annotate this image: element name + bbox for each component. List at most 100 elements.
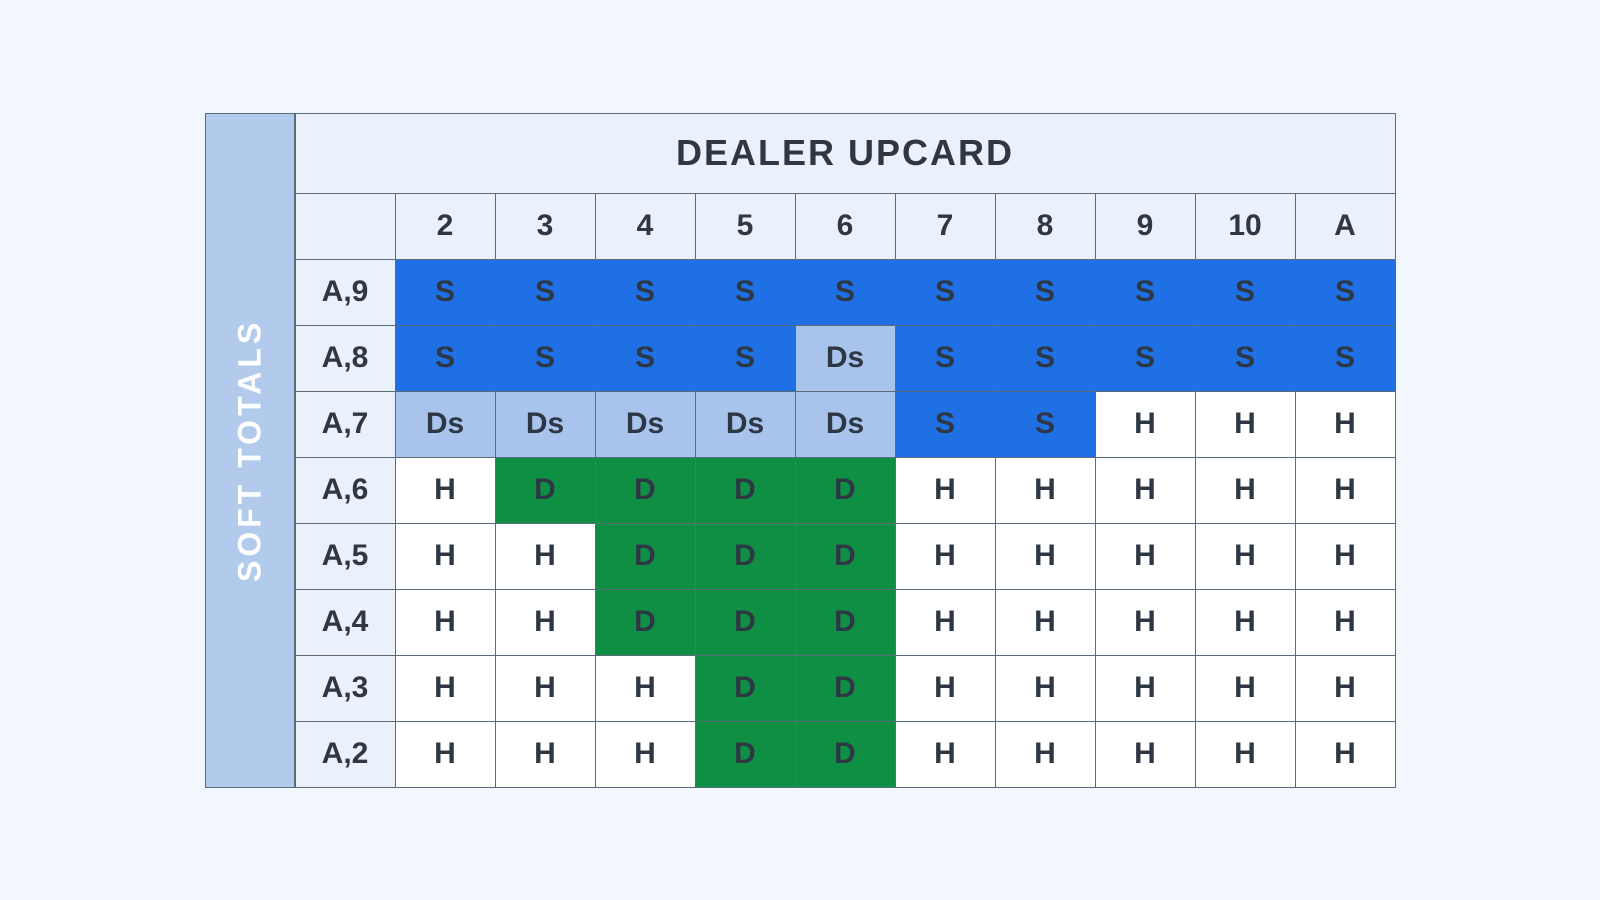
strategy-cell: H [895,721,995,787]
strategy-cell: S [495,259,595,325]
strategy-cell: H [1095,589,1195,655]
strategy-table: DEALER UPCARD2345678910AA,9SSSSSSSSSSA,8… [295,113,1396,788]
strategy-cell: S [695,259,795,325]
strategy-cell: Ds [795,391,895,457]
strategy-cell: D [795,721,895,787]
strategy-cell: H [895,589,995,655]
strategy-cell: H [1195,655,1295,721]
strategy-cell: D [695,589,795,655]
strategy-cell: H [1095,391,1195,457]
strategy-cell: S [1195,325,1295,391]
strategy-cell: D [595,523,695,589]
strategy-cell: H [1295,457,1395,523]
strategy-cell: D [795,457,895,523]
strategy-cell: H [1095,721,1195,787]
strategy-cell: H [395,721,495,787]
col-header: 7 [895,193,995,259]
strategy-cell: S [795,259,895,325]
strategy-cell: S [895,259,995,325]
strategy-cell: D [595,457,695,523]
row-label: A,8 [295,325,395,391]
strategy-cell: H [1195,589,1295,655]
row-label: A,3 [295,655,395,721]
strategy-cell: S [595,325,695,391]
strategy-cell: H [995,589,1095,655]
strategy-cell: H [995,655,1095,721]
strategy-cell: H [995,523,1095,589]
strategy-cell: H [1195,523,1295,589]
strategy-cell: H [1295,721,1395,787]
strategy-cell: H [495,721,595,787]
strategy-cell: H [395,457,495,523]
strategy-cell: H [1195,391,1295,457]
col-header: 9 [1095,193,1195,259]
strategy-cell: S [1095,325,1195,391]
strategy-cell: Ds [695,391,795,457]
strategy-cell: S [395,325,495,391]
row-label: A,9 [295,259,395,325]
strategy-cell: H [895,655,995,721]
strategy-cell: H [1195,457,1295,523]
strategy-cell: H [1295,655,1395,721]
table-title: DEALER UPCARD [295,113,1395,193]
strategy-cell: S [1295,325,1395,391]
col-header: 5 [695,193,795,259]
strategy-cell: H [1295,589,1395,655]
strategy-cell: D [695,523,795,589]
strategy-cell: H [395,655,495,721]
strategy-cell: H [995,721,1095,787]
row-label: A,7 [295,391,395,457]
strategy-cell: S [995,259,1095,325]
strategy-cell: H [1295,523,1395,589]
strategy-cell: Ds [595,391,695,457]
strategy-cell: D [495,457,595,523]
strategy-cell: S [995,391,1095,457]
strategy-cell: H [395,589,495,655]
strategy-cell: S [1195,259,1295,325]
strategy-cell: D [695,655,795,721]
strategy-cell: S [695,325,795,391]
strategy-cell: H [1095,655,1195,721]
strategy-cell: D [595,589,695,655]
strategy-cell: D [795,523,895,589]
row-label: A,5 [295,523,395,589]
strategy-cell: H [895,457,995,523]
strategy-cell: H [495,589,595,655]
strategy-cell: D [795,589,895,655]
col-header: 2 [395,193,495,259]
strategy-cell: H [1095,523,1195,589]
strategy-cell: H [495,523,595,589]
strategy-cell: H [1095,457,1195,523]
strategy-cell: H [1295,391,1395,457]
col-header: A [1295,193,1395,259]
strategy-cell: D [695,721,795,787]
col-header: 3 [495,193,595,259]
strategy-cell: H [1195,721,1295,787]
strategy-cell: Ds [795,325,895,391]
strategy-cell: S [495,325,595,391]
strategy-cell: S [395,259,495,325]
strategy-cell: H [595,655,695,721]
col-header: 8 [995,193,1095,259]
row-label: A,4 [295,589,395,655]
strategy-cell: S [895,325,995,391]
strategy-cell: H [495,655,595,721]
header-blank [295,193,395,259]
strategy-cell: D [795,655,895,721]
strategy-cell: H [595,721,695,787]
row-label: A,6 [295,457,395,523]
col-header: 4 [595,193,695,259]
strategy-cell: H [995,457,1095,523]
strategy-cell: S [1095,259,1195,325]
col-header: 6 [795,193,895,259]
strategy-cell: Ds [495,391,595,457]
strategy-cell: H [395,523,495,589]
strategy-cell: Ds [395,391,495,457]
col-header: 10 [1195,193,1295,259]
side-label: SOFT TOTALS [205,113,295,788]
strategy-cell: S [895,391,995,457]
strategy-cell: D [695,457,795,523]
soft-totals-chart: SOFT TOTALS DEALER UPCARD2345678910AA,9S… [205,113,1396,788]
strategy-cell: S [595,259,695,325]
row-label: A,2 [295,721,395,787]
